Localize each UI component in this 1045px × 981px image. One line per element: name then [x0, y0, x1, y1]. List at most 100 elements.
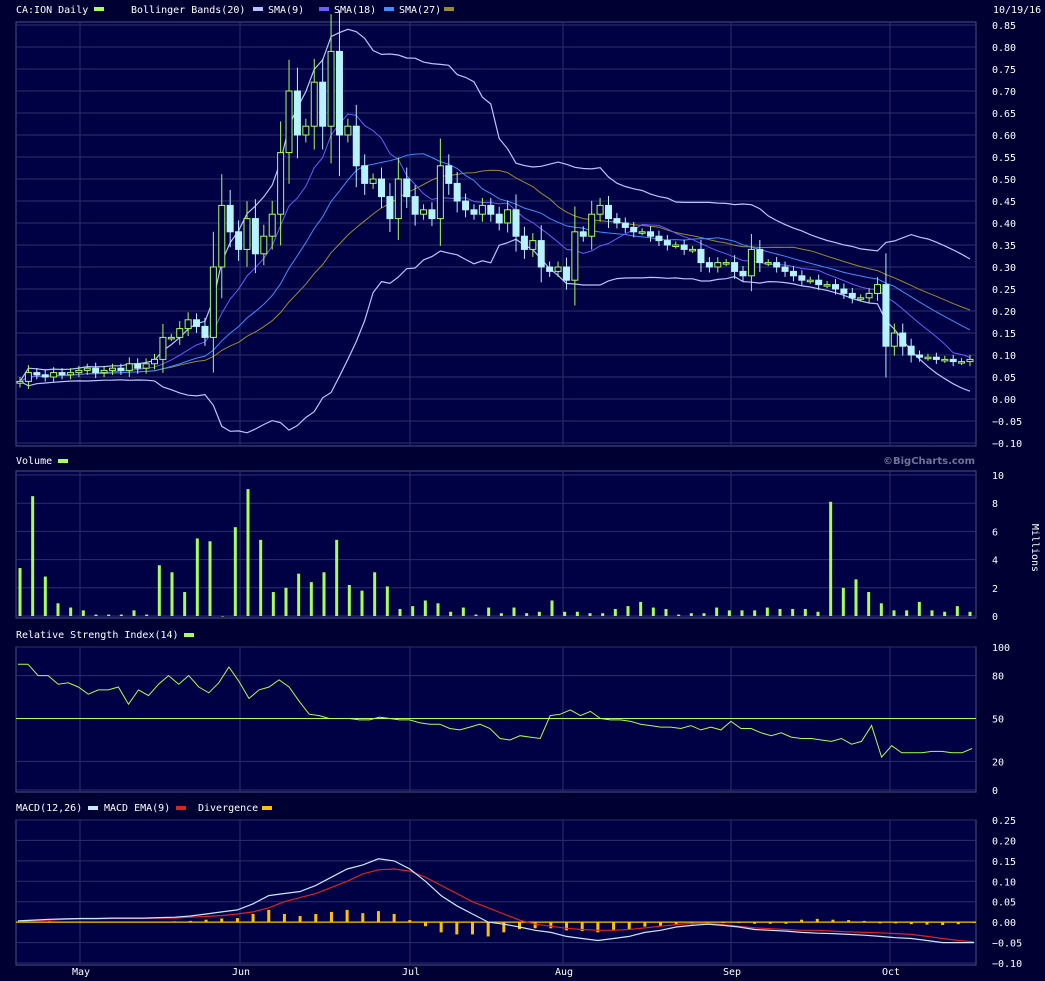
sma18-legend-swatch — [384, 7, 394, 11]
candle-down — [697, 248, 705, 264]
divergence-bar — [376, 911, 380, 923]
divergence-bar — [831, 919, 835, 923]
candle-up — [310, 81, 318, 127]
candle-up — [176, 328, 184, 338]
price-tick-label: 0.70 — [992, 87, 1016, 98]
volume-bar — [563, 611, 567, 616]
candle-up — [436, 165, 444, 220]
sma18-legend-label: SMA(18) — [334, 5, 376, 16]
divergence-bar — [612, 922, 616, 931]
volume-bar — [474, 614, 478, 616]
volume-bar — [119, 614, 123, 616]
candle-up — [100, 369, 108, 374]
price-tick-label: 0.20 — [992, 307, 1016, 318]
volume-bar — [335, 539, 339, 616]
candle-up — [344, 125, 352, 136]
candle-down — [361, 165, 369, 184]
price-tick-label: 0.15 — [992, 329, 1016, 340]
volume-bar — [778, 608, 782, 616]
price-legend-swatch — [94, 7, 104, 11]
divergence-bar — [862, 920, 866, 923]
volume-bar — [385, 586, 389, 616]
candle-down — [773, 262, 781, 268]
macd-legend-swatch — [88, 806, 98, 810]
divergence-bar — [423, 922, 427, 927]
candle-down — [41, 374, 49, 378]
candle-down — [562, 266, 570, 281]
divergence-bar — [345, 909, 349, 923]
candle-up — [966, 358, 974, 363]
candle-up — [958, 361, 966, 364]
rsi-axis: 100 80 50 20 0 — [992, 643, 1010, 797]
volume-bar — [487, 607, 491, 616]
volume-tick-label: 6 — [992, 527, 998, 538]
candle-down — [462, 200, 470, 211]
price-tick-label: 0.80 — [992, 43, 1016, 54]
volume-bar — [512, 607, 516, 616]
macd-title: MACD(12,26) — [16, 803, 82, 814]
divergence-bar — [815, 918, 819, 923]
divergence-bar — [674, 922, 678, 925]
divergence-bar — [784, 922, 788, 924]
candle-down — [831, 284, 839, 290]
candle-down — [663, 240, 671, 246]
volume-bar — [157, 565, 161, 616]
volume-bar — [461, 607, 465, 616]
candle-up — [327, 50, 335, 127]
volume-bar — [423, 600, 427, 616]
candle-down — [512, 209, 520, 237]
candle-down — [630, 226, 638, 233]
chart-date: 10/19/16 — [993, 5, 1041, 16]
volume-bar — [651, 607, 655, 616]
price-legend: CA:ION Daily Bollinger Bands(20) SMA(9) … — [16, 5, 1041, 16]
volume-axis: 10 8 6 4 2 0 — [992, 471, 1004, 623]
candle-down — [58, 372, 66, 376]
volume-bar — [81, 610, 85, 616]
candle-up — [924, 356, 932, 360]
rsi-legend: Relative Strength Index(14) — [16, 630, 194, 641]
rsi-lines — [16, 663, 976, 759]
divergence-bar — [408, 920, 412, 923]
divergence-bar — [204, 919, 208, 923]
divergence-bar — [565, 922, 569, 931]
candle-down — [411, 196, 419, 215]
volume-bar — [322, 572, 326, 616]
volume-bar — [56, 603, 60, 616]
candle-down — [731, 262, 739, 272]
candle-down — [386, 196, 394, 220]
price-tick-label: 0.00 — [992, 395, 1016, 406]
divergence-bar — [455, 922, 459, 935]
candle-down — [798, 275, 806, 281]
candle-down — [680, 244, 688, 250]
volume-bar — [968, 611, 972, 616]
divergence-bar — [643, 922, 647, 927]
volume-title: Volume — [16, 456, 52, 467]
candle-down — [579, 231, 587, 237]
candle-up — [184, 319, 192, 330]
candle-down — [520, 235, 528, 250]
volume-bar — [132, 610, 136, 616]
macd-axis: 0.25 0.20 0.15 0.10 0.05 0.00 −0.05 −0.10 — [992, 816, 1022, 970]
candle-up — [369, 178, 377, 184]
macd-tick-label: −0.05 — [992, 939, 1022, 950]
volume-bar — [31, 496, 35, 616]
divergence-bar — [596, 922, 600, 933]
macd-legend: MACD(12,26) MACD EMA(9) Divergence — [16, 803, 272, 814]
candle-up — [16, 380, 24, 384]
divergence-bar — [188, 920, 192, 923]
volume-bars — [18, 489, 972, 617]
macd-tick-label: −0.10 — [992, 959, 1022, 970]
divergence-bar — [251, 913, 255, 923]
price-overlays — [19, 28, 971, 434]
divergence-bar — [470, 922, 474, 935]
volume-bar — [892, 610, 896, 616]
divergence-bar — [580, 922, 584, 932]
candle-down — [647, 231, 655, 237]
volume-bar — [208, 541, 212, 616]
divergence-bar — [549, 922, 553, 929]
rsi-tick-label: 80 — [992, 672, 1004, 683]
candle-down — [117, 367, 125, 371]
divergence-bar — [392, 913, 396, 923]
volume-bar — [702, 613, 706, 616]
